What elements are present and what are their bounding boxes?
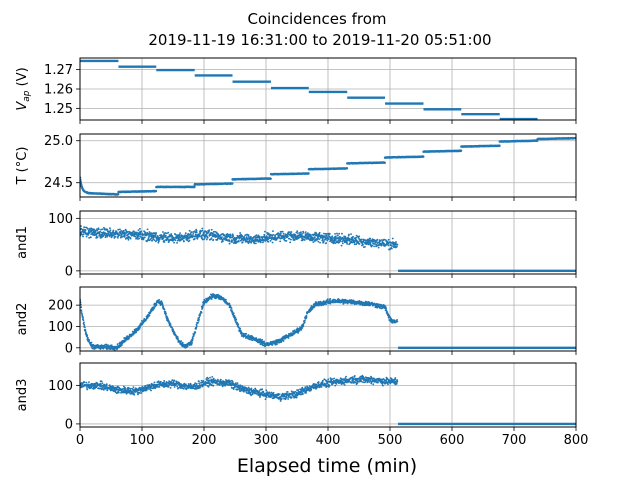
x-tick-label: 0 bbox=[76, 433, 84, 448]
subplot-1: 1.25 1.26 1.27 Vap (V) bbox=[15, 57, 577, 124]
subplot-4: 0 100 200 and2 bbox=[15, 286, 577, 356]
x-tick-label: 600 bbox=[440, 433, 465, 448]
x-tick-label: 400 bbox=[316, 433, 341, 448]
count-points bbox=[80, 225, 399, 251]
y-axis-label: and3 bbox=[15, 379, 30, 412]
y-tick-label: 25.0 bbox=[44, 134, 73, 149]
y-tick-label: 200 bbox=[48, 299, 73, 314]
y-tick-label: 100 bbox=[48, 212, 73, 227]
series-marks bbox=[80, 59, 538, 120]
y-tick-label: 0 bbox=[65, 264, 73, 279]
y-tick-label: 1.27 bbox=[44, 63, 73, 78]
series-marks bbox=[80, 374, 576, 426]
y-axis-label: and1 bbox=[15, 226, 30, 259]
y-tick-label: 24.5 bbox=[44, 176, 73, 191]
count-points bbox=[80, 374, 399, 402]
y-axis-label: and2 bbox=[15, 303, 30, 336]
figure-title-line1: Coincidences from bbox=[248, 10, 387, 28]
y-axis-label: Vap (V) bbox=[15, 67, 32, 110]
x-tick-label: 500 bbox=[378, 433, 403, 448]
y-tick-label: 1.26 bbox=[44, 83, 73, 98]
y-tick-label: 100 bbox=[48, 320, 73, 335]
subplot-5: 0 100 0 100 200 300 400 500 600 700 800 and3 bbox=[15, 362, 589, 448]
x-tick-label: 300 bbox=[254, 433, 279, 448]
count-points bbox=[80, 293, 399, 351]
x-tick-label: 800 bbox=[564, 433, 589, 448]
y-axis-label: T (°C) bbox=[15, 147, 30, 186]
y-tick-label: 100 bbox=[48, 379, 73, 394]
x-tick-label: 700 bbox=[502, 433, 527, 448]
y-tick-label: 0 bbox=[65, 417, 73, 432]
subplot-2: 24.5 25.0 T (°C) bbox=[15, 133, 577, 201]
x-tick-label: 200 bbox=[192, 433, 217, 448]
y-tick-label: 0 bbox=[65, 341, 73, 356]
figure-title-line2: 2019-11-19 16:31:00 to 2019-11-20 05:51:… bbox=[148, 31, 491, 49]
subplot-panels: 1.25 1.26 1.27 Vap (V) 24.5 25.0 T (°C) 0 100 and… bbox=[15, 57, 589, 448]
subplot-3: 0 100 and1 bbox=[15, 210, 577, 279]
x-axis-label: Elapsed time (min) bbox=[237, 455, 417, 477]
y-tick-label: 1.25 bbox=[44, 102, 73, 117]
x-tick-label: 100 bbox=[130, 433, 155, 448]
